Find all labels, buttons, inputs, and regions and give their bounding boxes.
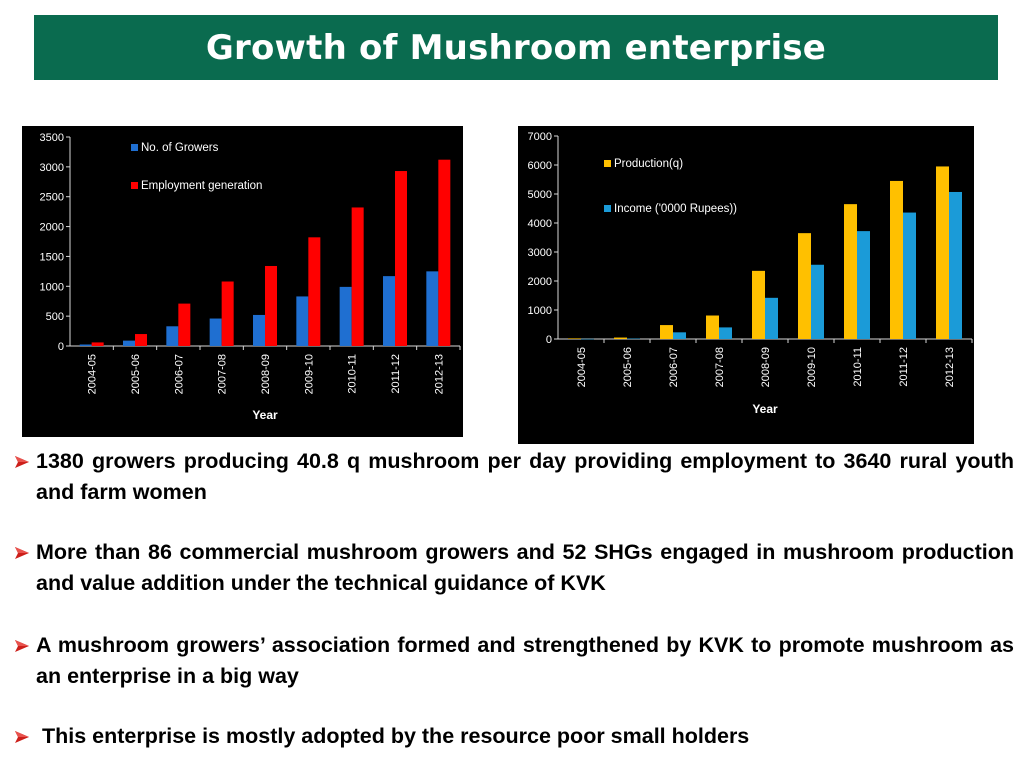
bar bbox=[949, 191, 962, 339]
bullet-item: This enterprise is mostly adopted by the… bbox=[14, 721, 1014, 752]
legend-label: Production(q) bbox=[614, 158, 683, 170]
bar bbox=[253, 314, 265, 346]
title-bar: Growth of Mushroom enterprise bbox=[34, 15, 998, 80]
bar bbox=[627, 338, 640, 340]
x-tick-label: 2010-11 bbox=[347, 354, 359, 394]
bar bbox=[890, 180, 903, 339]
y-tick-label: 3500 bbox=[40, 132, 64, 144]
y-tick-label: 2500 bbox=[40, 192, 64, 204]
bar bbox=[936, 166, 949, 339]
x-tick-label: 2006-07 bbox=[173, 354, 185, 394]
x-tick-label: 2012-13 bbox=[433, 354, 445, 394]
bullet-text: More than 86 commercial mushroom growers… bbox=[36, 540, 1014, 595]
page-title: Growth of Mushroom enterprise bbox=[205, 27, 827, 68]
bar bbox=[383, 276, 395, 346]
x-tick-label: 2010-11 bbox=[852, 347, 864, 387]
legend-swatch bbox=[131, 144, 138, 151]
y-tick-label: 7000 bbox=[528, 131, 552, 143]
x-tick-label: 2012-13 bbox=[944, 347, 956, 387]
bar bbox=[752, 270, 765, 339]
bar bbox=[719, 327, 732, 339]
arrow-bullet-icon bbox=[15, 731, 29, 743]
bar bbox=[581, 338, 594, 340]
legend-label: Employment generation bbox=[141, 180, 262, 192]
bullet-item: More than 86 commercial mushroom growers… bbox=[14, 537, 1014, 599]
bullet-text: This enterprise is mostly adopted by the… bbox=[36, 724, 750, 748]
bar bbox=[339, 286, 352, 346]
bullet-item: 1380 growers producing 40.8 q mushroom p… bbox=[14, 446, 1014, 508]
bar bbox=[857, 231, 870, 339]
bar bbox=[765, 297, 778, 339]
bar bbox=[903, 212, 916, 339]
production-income-chart: 0 1000 2000 3000 4000 5000 6000 7000 2004-05 2005… bbox=[518, 126, 974, 444]
growers-employment-chart: 0 500 1000 1500 2000 2500 3000 3500 2004-05 2005-… bbox=[22, 126, 463, 437]
bar bbox=[395, 171, 407, 346]
bar bbox=[811, 264, 824, 339]
bar bbox=[426, 271, 439, 346]
x-axis-label: Year bbox=[752, 402, 778, 416]
y-tick-label: 1500 bbox=[40, 251, 64, 263]
y-tick-label: 4000 bbox=[528, 218, 552, 230]
x-tick-label: 2011-12 bbox=[898, 347, 910, 387]
bar bbox=[123, 340, 135, 346]
bar bbox=[209, 318, 222, 346]
y-tick-label: 6000 bbox=[528, 160, 552, 172]
y-tick-label: 3000 bbox=[528, 247, 552, 259]
bar bbox=[438, 159, 451, 346]
y-tick-label: 0 bbox=[58, 341, 64, 353]
bar bbox=[265, 265, 277, 346]
y-tick-label: 0 bbox=[546, 334, 552, 346]
x-tick-label: 2007-08 bbox=[714, 347, 726, 387]
x-tick-label: 2004-05 bbox=[87, 354, 99, 394]
arrow-bullet-icon bbox=[15, 640, 29, 652]
legend-label: Income ('0000 Rupees)) bbox=[614, 203, 737, 215]
bar bbox=[135, 334, 147, 346]
legend-swatch bbox=[604, 160, 611, 167]
y-tick-label: 1000 bbox=[40, 281, 64, 293]
legend-swatch bbox=[604, 205, 611, 212]
legend-swatch bbox=[131, 182, 138, 189]
bar bbox=[166, 326, 179, 346]
arrow-bullet-icon bbox=[15, 456, 29, 468]
y-tick-label: 5000 bbox=[528, 189, 552, 201]
x-tick-label: 2008-09 bbox=[260, 354, 272, 394]
bar bbox=[296, 296, 309, 346]
bar bbox=[614, 337, 627, 339]
bar bbox=[798, 233, 811, 339]
bullet-item: A mushroom growers’ association formed a… bbox=[14, 630, 1014, 692]
bar bbox=[91, 342, 104, 346]
x-tick-label: 2009-10 bbox=[303, 354, 315, 394]
x-tick-label: 2006-07 bbox=[668, 347, 680, 387]
arrow-bullet-icon bbox=[15, 547, 29, 559]
bar bbox=[706, 315, 719, 339]
bar bbox=[178, 303, 191, 346]
x-axis-label: Year bbox=[252, 408, 278, 422]
x-tick-label: 2007-08 bbox=[217, 354, 229, 394]
y-tick-label: 2000 bbox=[40, 222, 64, 234]
bar bbox=[221, 281, 234, 346]
bullet-text: A mushroom growers’ association formed a… bbox=[36, 633, 1014, 688]
y-tick-label: 2000 bbox=[528, 276, 552, 288]
bar bbox=[568, 338, 581, 339]
y-tick-label: 3000 bbox=[40, 162, 64, 174]
y-tick-label: 500 bbox=[46, 311, 64, 323]
bar bbox=[673, 332, 686, 339]
bar bbox=[351, 207, 364, 346]
bar bbox=[844, 204, 857, 339]
bar bbox=[308, 237, 321, 346]
x-tick-label: 2005-06 bbox=[130, 354, 142, 394]
x-tick-label: 2005-06 bbox=[622, 347, 634, 387]
bar bbox=[79, 344, 92, 346]
bar bbox=[660, 325, 673, 339]
growers-employment-chart-svg: 0 500 1000 1500 2000 2500 3000 3500 2004-05 2005-… bbox=[40, 132, 461, 422]
x-tick-label: 2011-12 bbox=[390, 354, 402, 394]
production-income-chart-svg: 0 1000 2000 3000 4000 5000 6000 7000 2004-05 2005… bbox=[528, 131, 973, 416]
y-tick-label: 1000 bbox=[528, 305, 552, 317]
x-tick-label: 2004-05 bbox=[576, 347, 588, 387]
legend-label: No. of Growers bbox=[141, 142, 219, 154]
x-tick-label: 2008-09 bbox=[760, 347, 772, 387]
bullet-text: 1380 growers producing 40.8 q mushroom p… bbox=[36, 449, 1014, 504]
x-tick-label: 2009-10 bbox=[806, 347, 818, 387]
